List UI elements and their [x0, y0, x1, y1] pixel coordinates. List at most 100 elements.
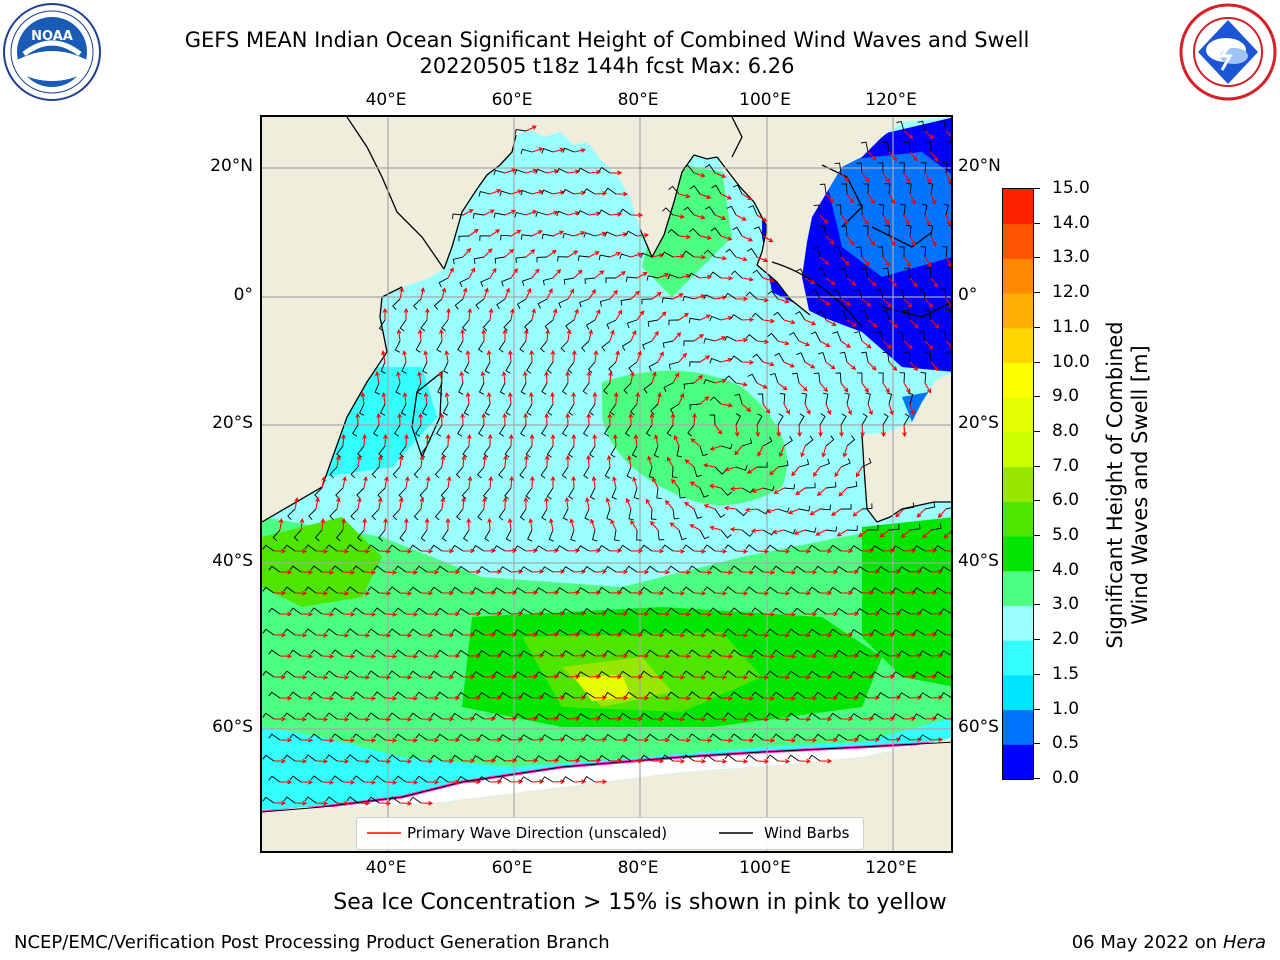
wave-direction-arrow [903, 590, 917, 596]
wind-barb [604, 466, 611, 479]
wind-barb [514, 169, 527, 175]
wave-direction-arrow [588, 632, 602, 638]
wave-direction-arrow [867, 403, 873, 416]
wave-direction-arrow [528, 391, 534, 405]
wave-direction-arrow [846, 737, 860, 743]
wave-direction-arrow [336, 548, 350, 554]
wave-direction-arrow [567, 716, 581, 722]
wave-direction-arrow [615, 695, 629, 701]
wind-barb [461, 319, 470, 332]
wind-barb [939, 120, 947, 132]
wave-direction-arrow [486, 391, 492, 405]
wind-barb [877, 246, 884, 258]
wave-direction-arrow [448, 611, 461, 617]
wave-direction-arrow [482, 454, 488, 468]
lon-tick-bottom: 40°E [365, 858, 407, 878]
wind-barb [475, 298, 485, 310]
colorbar-swatch [1003, 709, 1033, 745]
wind-barb [897, 288, 905, 300]
wind-barb [458, 235, 470, 242]
wave-direction-arrow [909, 695, 923, 700]
wave-direction-arrow [741, 612, 755, 617]
wave-direction-arrow [567, 548, 581, 554]
wind-barb [814, 691, 827, 699]
wave-direction-arrow [590, 518, 596, 531]
wind-barb [881, 309, 890, 321]
wave-direction-arrow [672, 293, 684, 300]
wave-direction-arrow [861, 382, 869, 393]
wind-barb [661, 207, 674, 216]
wave-direction-arrow [888, 361, 898, 371]
wave-direction-arrow [840, 382, 849, 393]
wind-barb [604, 187, 617, 195]
wind-barb [560, 340, 569, 353]
wind-barb [884, 183, 891, 195]
wave-direction-arrow [693, 674, 707, 680]
wave-direction-arrow [468, 267, 476, 279]
wind-barb [304, 754, 317, 762]
wave-direction-arrow [445, 517, 451, 530]
wave-direction-arrow [612, 433, 618, 447]
wind-barb [598, 712, 611, 720]
wave-direction-arrow [609, 590, 623, 596]
wave-direction-arrow [375, 371, 380, 384]
wind-barb [604, 649, 617, 657]
wave-direction-arrow [783, 695, 797, 701]
wind-barb [557, 256, 569, 262]
wave-direction-arrow [651, 291, 662, 300]
wind-barb [745, 291, 758, 300]
wave-direction-arrow [867, 361, 877, 371]
wave-direction-arrow [787, 508, 800, 515]
wave-direction-arrow [402, 350, 407, 363]
wave-direction-arrow [678, 695, 692, 701]
wave-direction-arrow [861, 548, 875, 554]
wave-direction-arrow [594, 695, 608, 701]
wave-direction-arrow [460, 328, 465, 342]
wave-direction-arrow [672, 548, 686, 554]
wind-barb [683, 382, 695, 390]
wind-barb [919, 566, 932, 573]
wind-barb [373, 775, 386, 783]
colorbar-tick-mark [1034, 430, 1040, 432]
wave-direction-arrow [487, 433, 493, 447]
wave-direction-arrow [383, 517, 388, 531]
wave-direction-arrow [735, 759, 749, 764]
wind-barb [541, 776, 554, 783]
wind-barb [304, 628, 317, 636]
wind-barb [838, 310, 848, 321]
wind-barb [520, 608, 533, 615]
wave-direction-arrow [586, 454, 591, 468]
wind-barb [498, 340, 506, 353]
wind-barb [283, 670, 296, 678]
wind-barb [882, 351, 890, 363]
wave-direction-arrow [819, 340, 831, 347]
wave-direction-arrow [628, 412, 634, 426]
wind-barb [268, 607, 281, 615]
wave-direction-arrow [693, 632, 707, 638]
wave-direction-arrow [714, 255, 728, 261]
wave-direction-arrow [678, 569, 692, 575]
wave-direction-arrow [673, 434, 680, 447]
wind-barb [463, 361, 470, 374]
wind-barb [835, 691, 848, 699]
wave-direction-arrow [756, 339, 770, 345]
wind-barb [433, 298, 443, 310]
wind-barb [661, 297, 674, 303]
wave-direction-arrow [922, 529, 932, 539]
wave-direction-arrow [846, 361, 857, 371]
wave-direction-arrow [315, 590, 329, 596]
wave-direction-arrow [861, 256, 870, 267]
wind-barb [745, 754, 758, 762]
wind-barb [535, 755, 548, 762]
wave-direction-arrow [550, 433, 556, 446]
wave-direction-arrow [867, 737, 881, 743]
wave-direction-arrow [924, 130, 935, 140]
wind-barb [814, 649, 827, 657]
wave-direction-arrow [441, 548, 455, 554]
wave-direction-arrow [321, 569, 335, 575]
wave-direction-arrow [819, 758, 833, 764]
wave-direction-arrow [480, 370, 486, 384]
wave-direction-arrow [720, 696, 734, 701]
wind-barb [430, 712, 443, 720]
wave-direction-arrow [483, 758, 497, 764]
